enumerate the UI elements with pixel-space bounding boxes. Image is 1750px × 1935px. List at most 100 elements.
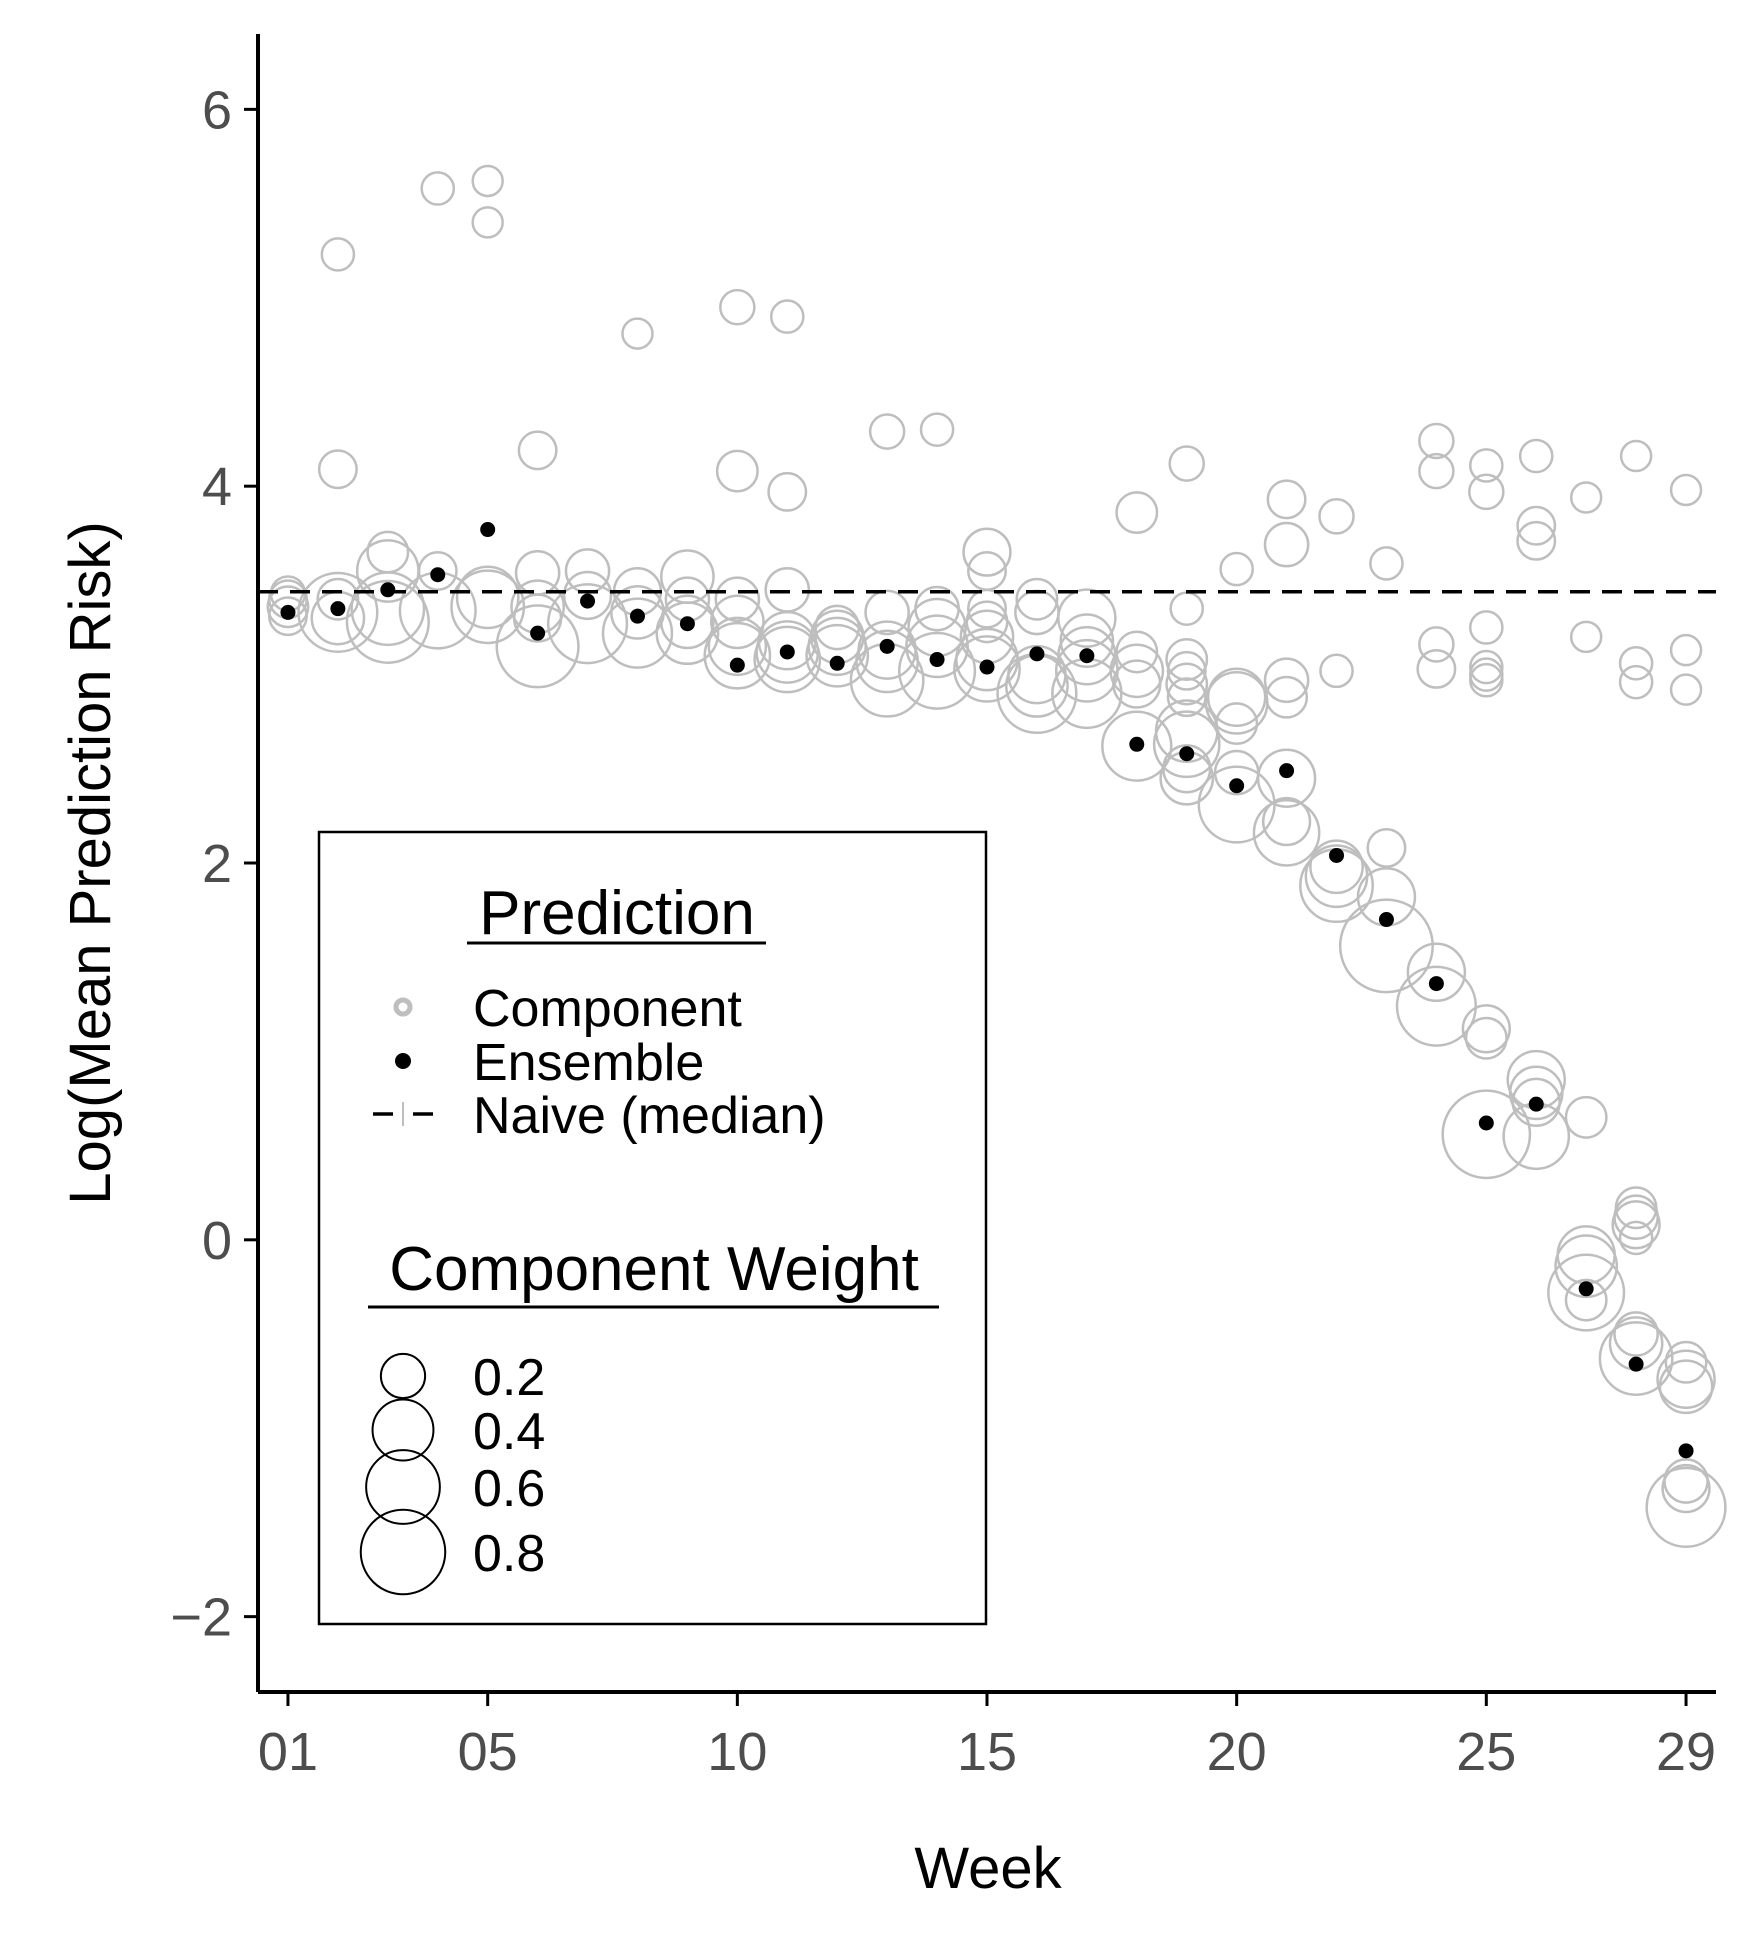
component-point <box>1468 473 1505 511</box>
component-point <box>1469 662 1504 698</box>
component-point <box>962 527 1012 577</box>
component-point <box>1169 591 1205 626</box>
component-point <box>1469 448 1504 483</box>
component-point <box>868 413 906 450</box>
component-point <box>897 631 977 710</box>
legend-box <box>317 830 988 1626</box>
legend-component-symbol <box>393 997 413 1017</box>
legend-prediction-title: Prediction <box>479 879 755 948</box>
component-point <box>1569 620 1603 654</box>
legend-weight-label: 0.4 <box>473 1403 545 1461</box>
component-point <box>1569 481 1603 514</box>
component-point <box>450 569 526 645</box>
component-point <box>1508 1065 1564 1121</box>
ensemble-point <box>1179 746 1195 762</box>
ensemble-point <box>929 652 945 668</box>
component-point <box>1658 1359 1714 1415</box>
x-tick-label: 05 <box>458 1722 518 1782</box>
component-point <box>1661 1463 1711 1514</box>
component-point <box>1502 1102 1571 1171</box>
component-point <box>1166 650 1207 691</box>
component-point <box>1469 649 1504 685</box>
ensemble-point <box>430 567 446 583</box>
component-point <box>1319 653 1354 689</box>
component-point <box>714 576 761 623</box>
x-tick-label: 15 <box>957 1722 1017 1782</box>
x-tick-label: 25 <box>1456 1722 1516 1782</box>
component-point <box>1256 748 1317 808</box>
legend-naive-label: Naive (median) <box>473 1087 826 1145</box>
component-point <box>320 237 356 272</box>
ensemble-point <box>879 638 895 654</box>
component-point <box>907 597 967 658</box>
y-tick-label: −2 <box>170 1588 232 1648</box>
component-point <box>345 579 430 664</box>
component-point <box>1266 479 1307 520</box>
component-point <box>1263 521 1310 568</box>
ensemble-point <box>679 616 695 632</box>
component-point <box>1416 648 1457 689</box>
component-point <box>420 171 456 206</box>
component-point <box>1112 659 1162 709</box>
y-axis-ticks: 6 4 2 0 −2 <box>170 80 258 1648</box>
component-point <box>512 593 563 643</box>
x-axis-ticks: 01 05 10 15 20 25 29 <box>258 1692 1716 1782</box>
component-point <box>1406 942 1467 1003</box>
legend-weight-symbol <box>379 1352 427 1400</box>
component-point <box>1564 1278 1608 1322</box>
ensemble-point <box>1279 763 1295 779</box>
component-point <box>709 594 765 650</box>
legend-component-label: Component <box>473 980 742 1038</box>
legend-weight-label: 0.2 <box>473 1349 545 1407</box>
component-point <box>1338 898 1434 994</box>
component-point <box>953 635 1021 703</box>
component-point <box>1645 1466 1727 1548</box>
ensemble-point <box>380 582 396 598</box>
x-axis-title: Week <box>914 1836 1062 1901</box>
component-point <box>767 471 808 512</box>
component-point <box>1109 643 1165 699</box>
ensemble-point <box>1079 648 1095 664</box>
component-point <box>753 625 822 694</box>
ensemble-point <box>779 644 795 660</box>
y-tick-label: 4 <box>202 457 232 517</box>
component-point <box>1669 673 1703 706</box>
component-point <box>1469 610 1504 645</box>
component-point <box>1656 1349 1716 1409</box>
ensemble-point <box>280 604 296 620</box>
component-point <box>914 585 960 632</box>
component-point <box>1618 1220 1654 1256</box>
component-point <box>517 430 558 471</box>
component-point <box>715 449 759 493</box>
legend-weight-symbol <box>359 1508 447 1596</box>
component-point <box>1461 1004 1511 1054</box>
component-point <box>1564 1095 1608 1139</box>
component-point <box>967 588 1007 629</box>
component-point <box>1611 1200 1661 1250</box>
x-tick-label: 29 <box>1656 1722 1716 1782</box>
component-point <box>864 589 910 636</box>
component-point <box>1441 1089 1532 1180</box>
ensemble-point <box>629 608 645 624</box>
component-point <box>1554 1234 1619 1299</box>
component-point <box>495 604 580 689</box>
component-point <box>317 449 358 490</box>
ensemble-point <box>1578 1281 1594 1297</box>
ensemble-point <box>1129 736 1145 752</box>
ensemble-point <box>1478 1115 1494 1131</box>
component-point <box>297 571 379 654</box>
component-point <box>1547 1253 1626 1332</box>
component-point <box>1318 498 1355 535</box>
x-tick-label: 10 <box>707 1722 767 1782</box>
component-point <box>471 206 504 239</box>
ensemble-point <box>1678 1443 1694 1459</box>
component-point <box>769 299 805 334</box>
component-point <box>919 412 955 447</box>
component-point <box>1619 439 1653 473</box>
y-tick-label: 0 <box>202 1211 232 1271</box>
component-point <box>1101 710 1173 782</box>
component-point <box>1516 505 1557 546</box>
component-point <box>1418 626 1455 663</box>
ensemble-point <box>1378 912 1394 928</box>
